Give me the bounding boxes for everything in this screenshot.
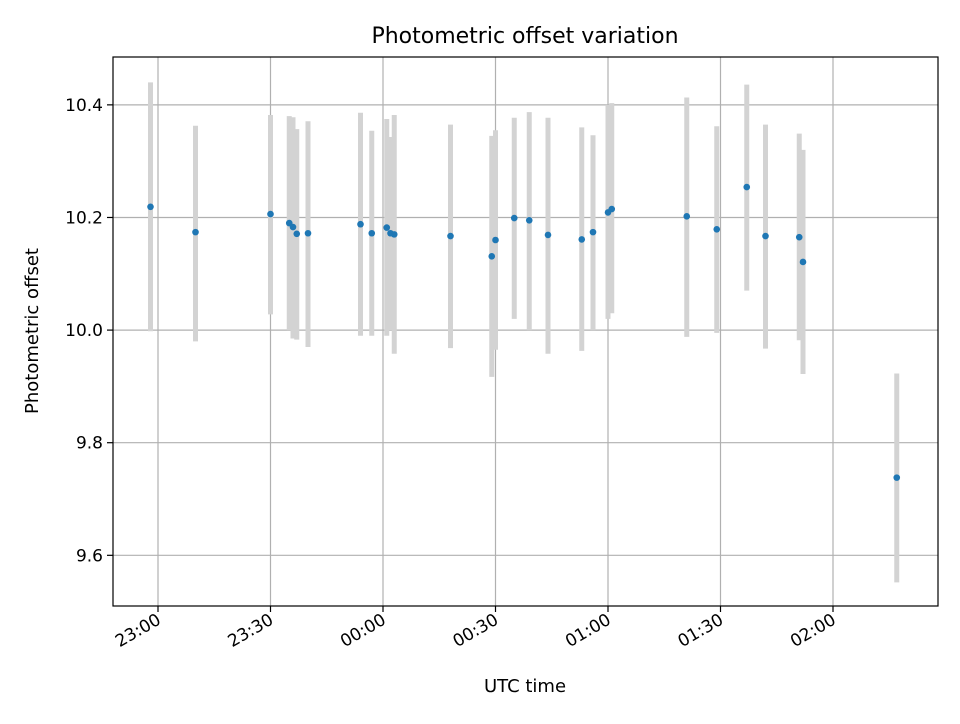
data-point bbox=[799, 258, 807, 266]
data-point bbox=[368, 229, 376, 237]
data-point bbox=[267, 210, 274, 218]
data-point bbox=[357, 220, 364, 228]
data-point bbox=[293, 230, 301, 238]
data-point bbox=[713, 226, 721, 233]
data-point bbox=[383, 224, 391, 231]
data-point bbox=[795, 233, 803, 241]
data-point bbox=[390, 231, 398, 238]
data-point bbox=[289, 223, 297, 231]
y-tick-label: 10.2 bbox=[65, 208, 103, 228]
data-points bbox=[147, 183, 901, 481]
data-point bbox=[492, 236, 499, 244]
x-axis-label: UTC time bbox=[484, 676, 566, 697]
data-point bbox=[525, 216, 533, 224]
y-tick-label: 10.0 bbox=[65, 321, 103, 341]
y-tick-label: 10.4 bbox=[65, 96, 103, 116]
data-point bbox=[510, 214, 518, 222]
data-point bbox=[743, 183, 751, 191]
plot-frame bbox=[112, 56, 939, 607]
data-point bbox=[608, 205, 616, 213]
y-tick-label: 9.6 bbox=[76, 546, 103, 566]
y-tick-label: 9.8 bbox=[76, 434, 103, 454]
y-axis-ticks: 9.6 9.8 10.0 10.2 10.4 bbox=[65, 96, 113, 566]
plot-area-background bbox=[113, 57, 938, 606]
y-axis-label: Photometric offset bbox=[22, 248, 43, 414]
data-point bbox=[192, 228, 199, 236]
data-point bbox=[578, 236, 586, 243]
data-point bbox=[762, 232, 769, 240]
data-point bbox=[488, 253, 496, 260]
data-point bbox=[544, 231, 552, 239]
data-point bbox=[589, 228, 597, 236]
data-point bbox=[683, 213, 691, 220]
data-point bbox=[147, 203, 154, 211]
data-point bbox=[447, 232, 454, 240]
chart-title: Photometric offset variation bbox=[371, 24, 678, 49]
data-point bbox=[304, 229, 312, 237]
data-point bbox=[893, 474, 901, 481]
